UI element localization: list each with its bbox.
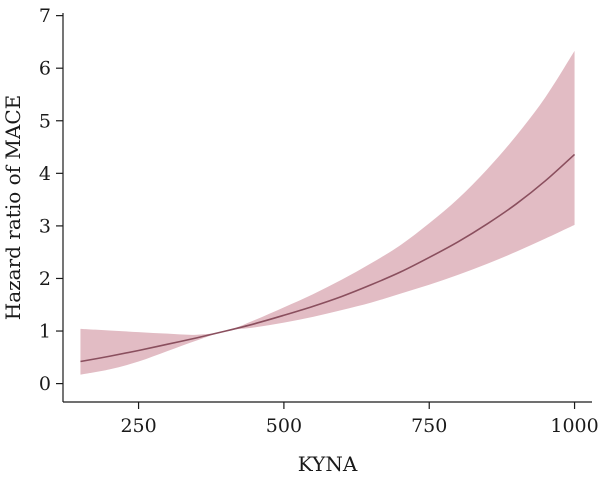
y-tick-label: 3 xyxy=(39,215,51,237)
confidence-band-layer xyxy=(80,50,575,375)
y-tick-label: 0 xyxy=(39,373,51,395)
x-tick-label: 750 xyxy=(411,415,447,437)
y-tick-label: 5 xyxy=(39,110,51,132)
x-tick-label: 1000 xyxy=(550,415,598,437)
x-axis-title: KYNA xyxy=(298,452,358,476)
y-tick-label: 1 xyxy=(39,321,51,343)
y-tick-label: 2 xyxy=(39,268,51,290)
y-tick-label: 7 xyxy=(39,5,51,27)
hazard-line-layer xyxy=(80,153,576,363)
y-axis-title: Hazard ratio of MACE xyxy=(1,95,25,321)
y-tick-label: 6 xyxy=(39,58,51,80)
x-ticks: 250 500 750 1000 xyxy=(120,402,599,437)
x-tick-label: 250 xyxy=(120,415,156,437)
y-ticks: 0 1 2 3 4 5 6 7 xyxy=(39,5,63,395)
hazard-ratio-line xyxy=(80,153,576,363)
axes-layer xyxy=(62,13,592,403)
x-tick-label: 500 xyxy=(266,415,302,437)
confidence-band xyxy=(80,50,575,375)
y-tick-label: 4 xyxy=(39,163,51,185)
